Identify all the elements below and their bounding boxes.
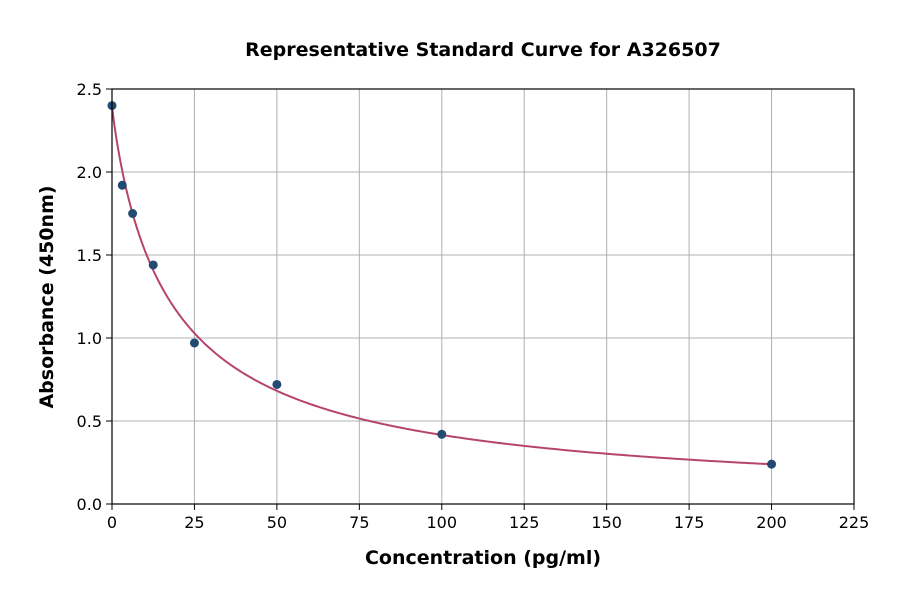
- y-tick-label: 1.0: [77, 329, 102, 348]
- data-point: [117, 180, 127, 190]
- x-tick-label: 125: [509, 513, 540, 532]
- x-tick-label: 0: [107, 513, 117, 532]
- plot-frame: [111, 88, 855, 505]
- data-point: [437, 429, 447, 439]
- x-tick-label: 175: [674, 513, 705, 532]
- x-tick-label: 25: [184, 513, 204, 532]
- y-tick-label: 0.5: [77, 412, 102, 431]
- y-tick-label: 1.5: [77, 246, 102, 265]
- x-tick-label: 150: [591, 513, 622, 532]
- fit-curve: [111, 105, 772, 466]
- y-tick-label: 2.5: [77, 80, 102, 99]
- x-tick-label: 75: [349, 513, 369, 532]
- x-tick-label: 50: [267, 513, 287, 532]
- chart-title: Representative Standard Curve for A32650…: [245, 39, 721, 61]
- data-point: [767, 459, 777, 469]
- x-tick-label: 225: [839, 513, 870, 532]
- data-point: [272, 379, 282, 389]
- y-tick-label: 2.0: [77, 163, 102, 182]
- data-point: [128, 209, 138, 218]
- x-tick-label: 100: [427, 513, 458, 532]
- x-axis-label: Concentration (pg/ml): [365, 547, 601, 569]
- y-tick-label: 0.0: [77, 495, 102, 514]
- x-tick-label: 200: [756, 513, 787, 532]
- data-point: [189, 338, 199, 348]
- y-axis-label: Absorbance (450nm): [36, 185, 58, 408]
- data-point: [148, 260, 158, 270]
